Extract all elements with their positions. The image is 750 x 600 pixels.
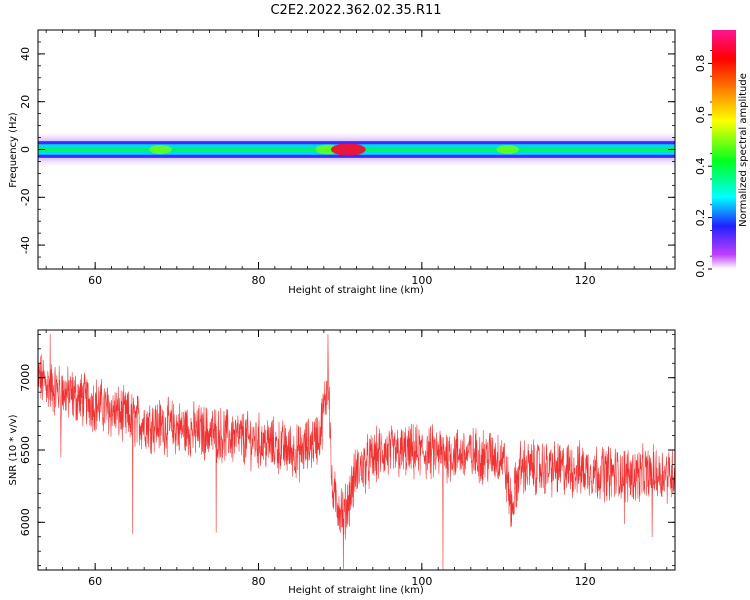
band-feature-0 bbox=[149, 145, 172, 154]
spectrogram-x-tick-label: 100 bbox=[411, 274, 432, 287]
snr-y-tick-label: 7000 bbox=[19, 364, 32, 392]
snr-x-tick-label: 60 bbox=[88, 575, 102, 588]
spectrogram-panel: 60 80 100 120 -40 -20 0 20 40 Height of straight… bbox=[8, 29, 676, 296]
spectrogram-x-label: Height of straight line (km) bbox=[288, 285, 424, 296]
colorbar-tick-label: 0.2 bbox=[694, 209, 707, 227]
spectrogram-band bbox=[38, 130, 675, 169]
colorbar-tick-label: 0.6 bbox=[694, 106, 707, 124]
colorbar-tick-label: 0.0 bbox=[694, 260, 707, 278]
colorbar-ticks: 0.0 0.2 0.4 0.6 0.8 bbox=[694, 50, 712, 278]
spectrogram-x-tick-label: 120 bbox=[575, 274, 596, 287]
snr-x-label: Height of straight line (km) bbox=[288, 585, 424, 596]
spectrogram-x-tick-label: 60 bbox=[88, 274, 102, 287]
spectrogram-y-tick-label: -40 bbox=[19, 236, 32, 254]
snr-series-line bbox=[38, 334, 675, 570]
snr-x-tick-label: 80 bbox=[252, 575, 266, 588]
snr-y-tick-label: 6500 bbox=[19, 436, 32, 464]
spectrogram-y-label: Frequency (Hz) bbox=[8, 112, 19, 188]
colorbar-label: Normalized spectral amplitude bbox=[738, 73, 749, 227]
colorbar: 0.0 0.2 0.4 0.6 0.8 Normalized spectral ampl… bbox=[694, 30, 749, 278]
figure-title: C2E2.2022.362.02.35.R11 bbox=[270, 3, 441, 18]
spectrogram-x-tick-label: 80 bbox=[252, 274, 266, 287]
snr-x-tick-label: 120 bbox=[575, 575, 596, 588]
snr-y-label: SNR (10 * v/v) bbox=[8, 414, 19, 485]
colorbar-gradient bbox=[712, 30, 736, 269]
colorbar-tick-label: 0.4 bbox=[694, 157, 707, 175]
spectrogram-y-tick-label: 40 bbox=[19, 47, 32, 61]
snr-x-tick-label: 100 bbox=[411, 575, 432, 588]
spectrogram-y-tick-label: 0 bbox=[19, 146, 32, 153]
spectrogram-y-tick-label: -20 bbox=[19, 188, 32, 206]
spectrogram-ticks: 60 80 100 120 -40 -20 0 20 40 bbox=[19, 29, 675, 287]
band-feature-2 bbox=[330, 143, 366, 156]
spectrogram-y-tick-label: 20 bbox=[19, 95, 32, 109]
snr-ticks: 60 80 100 120 6000 6500 7000 bbox=[19, 330, 675, 588]
snr-panel: 60 80 100 120 6000 6500 7000 Height of straigh… bbox=[8, 329, 676, 596]
snr-y-tick-label: 6000 bbox=[19, 508, 32, 536]
band-feature-3 bbox=[496, 145, 519, 154]
colorbar-tick-label: 0.8 bbox=[694, 55, 707, 72]
